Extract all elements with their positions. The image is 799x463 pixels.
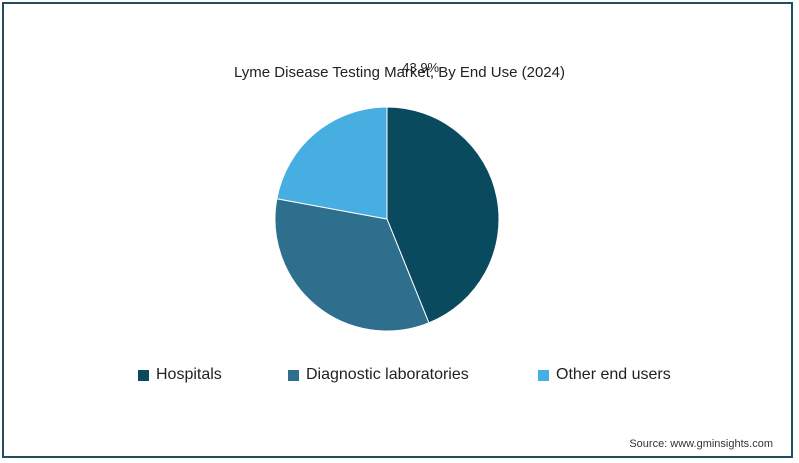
legend-swatch-other-end-users: [538, 369, 549, 381]
pie-slice-other-end-users: [276, 106, 388, 220]
source-note: Source: www.gminsights.com: [629, 438, 773, 450]
pie-slice-diagnostic-laboratories: [274, 198, 430, 332]
legend-swatch-diagnostic-laboratories: [288, 369, 299, 381]
legend-item-other-end-users: Other end users: [538, 366, 671, 384]
legend-label-other-end-users: Other end users: [556, 366, 671, 383]
legend-item-diagnostic-laboratories: Diagnostic laboratories: [288, 366, 469, 384]
legend-label-hospitals: Hospitals: [156, 366, 222, 383]
pie-slice-hospitals: [386, 106, 500, 324]
legend-item-hospitals: Hospitals: [138, 366, 222, 384]
data-label-hospitals: 43.9%: [402, 60, 439, 75]
chart-title: Lyme Disease Testing Market, By End Use …: [234, 64, 565, 81]
legend-swatch-hospitals: [138, 369, 149, 381]
legend-label-diagnostic-laboratories: Diagnostic laboratories: [306, 366, 469, 383]
chart-frame: [2, 2, 793, 458]
legend: Hospitals Diagnostic laboratories Other …: [0, 366, 799, 388]
